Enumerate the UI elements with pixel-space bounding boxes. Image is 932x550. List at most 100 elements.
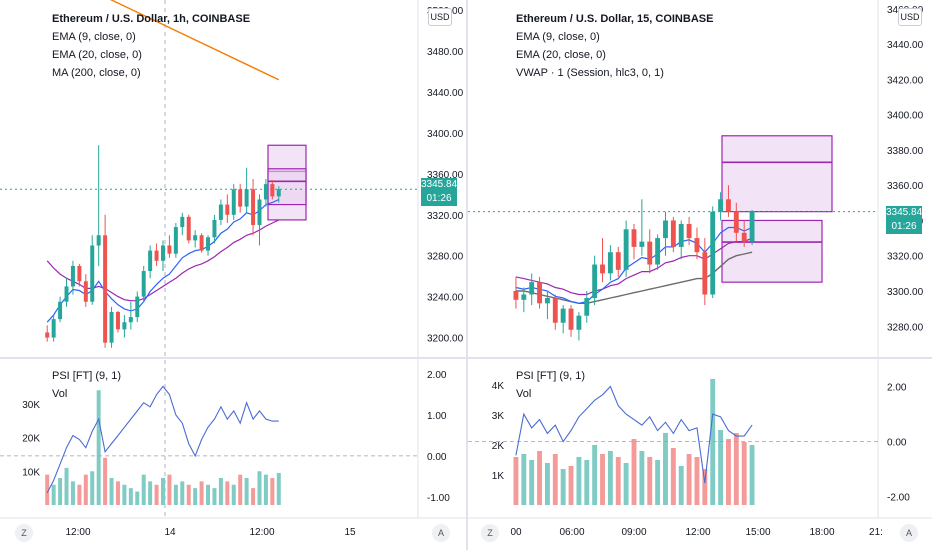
- indicator-label[interactable]: VWAP · 1 (Session, hlc3, 0, 1): [516, 67, 664, 79]
- candle-body: [199, 235, 204, 251]
- volume-bar: [718, 430, 724, 505]
- price-tick-label: 3280.00: [887, 322, 924, 333]
- chart-pane-left[interactable]: 3520.003480.003440.003400.003360.003320.…: [0, 0, 466, 550]
- volume-bar: [199, 481, 204, 505]
- volume-tick-label: 2K: [492, 441, 505, 452]
- price-tick-label: 3320.00: [427, 211, 464, 222]
- indicator-label[interactable]: MA (200, close, 0): [52, 67, 141, 79]
- psi-tick-label: -2.00: [887, 493, 910, 504]
- volume-tick-label: 10K: [22, 467, 40, 478]
- volume-bar: [741, 442, 747, 505]
- indicator-label[interactable]: EMA (9, close, 0): [516, 31, 600, 43]
- autoscale-button[interactable]: A: [432, 524, 450, 542]
- time-tick-label: 06:00: [559, 527, 584, 538]
- volume-bar: [244, 478, 249, 505]
- volume-bar: [257, 471, 262, 505]
- volume-bar: [141, 474, 146, 505]
- indicator-label[interactable]: EMA (20, close, 0): [516, 49, 606, 61]
- osc-volume-label[interactable]: Vol: [52, 388, 68, 400]
- price-tick-label: 3420.00: [887, 75, 924, 86]
- indicator-label[interactable]: EMA (9, close, 0): [52, 31, 136, 43]
- price-tick-label: 3240.00: [427, 293, 464, 304]
- price-tick-label: 3360.00: [427, 170, 464, 181]
- candle-body: [64, 286, 69, 302]
- time-tick-label: 15:00: [745, 527, 770, 538]
- volume-bar: [670, 448, 676, 505]
- volume-bar: [631, 439, 637, 505]
- candle-body: [592, 264, 598, 299]
- chart-canvas-right[interactable]: 3460.003440.003420.003400.003380.003360.…: [468, 0, 932, 550]
- candle-body: [615, 252, 621, 270]
- chart-canvas-left[interactable]: 3520.003480.003440.003400.003360.003320.…: [0, 0, 466, 550]
- psi-line: [515, 385, 753, 484]
- candle-body: [623, 229, 629, 270]
- candle-body: [238, 189, 243, 207]
- osc-title[interactable]: PSI [FT] (9, 1): [516, 370, 586, 382]
- candle-body: [103, 235, 108, 343]
- candle-body: [702, 252, 708, 295]
- volume-bar: [276, 472, 281, 505]
- candle-body: [655, 238, 661, 265]
- timezone-button[interactable]: Z: [481, 524, 499, 542]
- psi-tick-label: 0.00: [427, 452, 447, 463]
- volume-bar: [154, 484, 159, 505]
- volume-bar: [161, 478, 165, 505]
- symbol-title[interactable]: Ethereum / U.S. Dollar, 15, COINBASE: [516, 13, 714, 25]
- volume-bar: [173, 484, 178, 505]
- autoscale-button[interactable]: A: [900, 524, 918, 542]
- volume-tick-label: 1K: [492, 471, 505, 482]
- time-tick-label: 12:00: [65, 527, 90, 538]
- volume-bar: [726, 439, 731, 505]
- volume-bar: [694, 457, 700, 505]
- candle-body: [257, 199, 262, 226]
- volume-bar: [560, 469, 566, 505]
- volume-bar: [70, 481, 75, 505]
- timezone-button[interactable]: Z: [15, 524, 33, 542]
- volume-bar: [678, 466, 684, 505]
- candle-body: [70, 265, 75, 287]
- candle-body: [231, 189, 236, 215]
- volume-bar: [122, 484, 127, 505]
- volume-bar: [647, 457, 653, 505]
- price-tick-label: 3300.00: [887, 287, 924, 298]
- ma200-line: [109, 0, 280, 81]
- candle-body: [270, 184, 275, 197]
- price-tick-label: 3440.00: [427, 88, 464, 99]
- currency-button[interactable]: USD: [428, 8, 452, 26]
- volume-bar: [623, 463, 629, 505]
- vwap-line: [515, 251, 753, 304]
- indicator-label[interactable]: EMA (20, close, 0): [52, 49, 142, 61]
- symbol-title[interactable]: Ethereum / U.S. Dollar, 1h, COINBASE: [52, 13, 251, 25]
- range-box: [721, 135, 833, 213]
- candle-body: [276, 189, 281, 197]
- chart-pane-right[interactable]: 3460.003440.003420.003400.003380.003360.…: [468, 0, 932, 550]
- currency-button[interactable]: USD: [898, 8, 922, 26]
- pane-divider[interactable]: [466, 0, 468, 550]
- candle-body: [122, 322, 127, 330]
- volume-bar: [238, 474, 243, 505]
- candle-body: [631, 229, 637, 247]
- volume-bar: [103, 457, 108, 505]
- volume-bar: [263, 474, 268, 505]
- candle-body: [148, 250, 153, 272]
- osc-volume-label[interactable]: Vol: [516, 388, 532, 400]
- volume-bar: [45, 474, 50, 505]
- psi-tick-label: -1.00: [427, 493, 450, 504]
- price-tag: 3345.84: [421, 178, 458, 192]
- candle-body: [212, 219, 217, 238]
- price-tick-label: 3200.00: [427, 334, 464, 345]
- candle-body: [600, 264, 605, 274]
- candle-body: [167, 245, 172, 254]
- candle-body: [225, 204, 230, 215]
- time-tick-label: 14: [164, 527, 176, 538]
- candle-body: [128, 317, 133, 323]
- candle-body: [96, 235, 101, 246]
- candle-body: [560, 308, 566, 323]
- osc-title[interactable]: PSI [FT] (9, 1): [52, 370, 122, 382]
- volume-bar: [537, 451, 542, 505]
- volume-tick-label: 30K: [22, 400, 40, 411]
- candle-body: [670, 220, 676, 247]
- volume-bar: [710, 379, 716, 505]
- price-tick-label: 3440.00: [887, 40, 924, 51]
